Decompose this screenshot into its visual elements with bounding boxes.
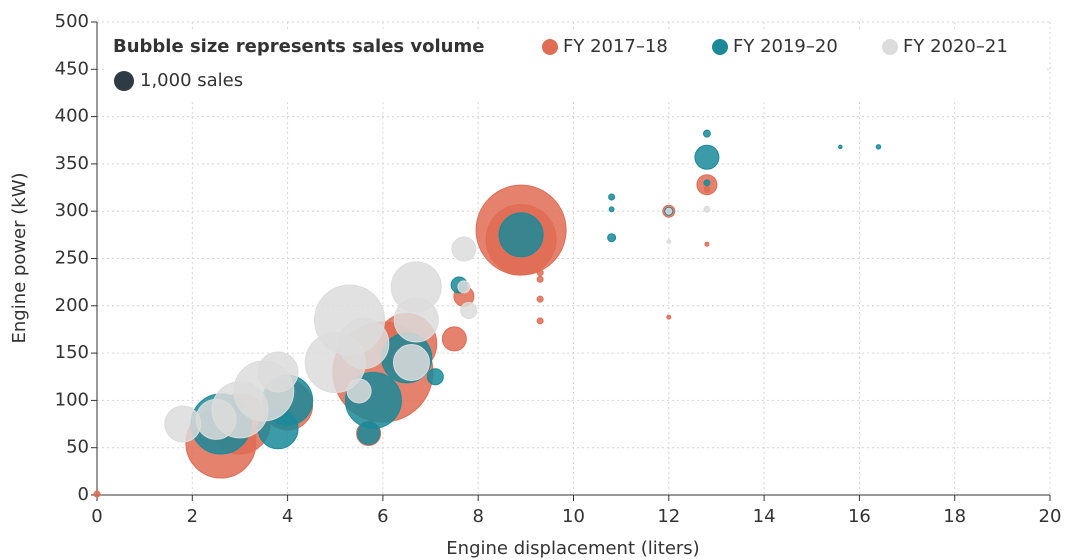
bubble <box>392 344 430 382</box>
y-tick-label: 450 <box>55 58 89 79</box>
legend-swatch <box>542 39 558 55</box>
bubble <box>608 193 616 201</box>
bubble <box>441 326 467 352</box>
bubble <box>346 378 372 404</box>
legend-label: FY 2017–18 <box>563 36 668 57</box>
x-tick-label: 10 <box>562 506 585 527</box>
y-tick-label: 500 <box>55 11 89 32</box>
x-tick-label: 0 <box>91 506 102 527</box>
y-tick-label: 400 <box>55 106 89 127</box>
bubble <box>536 269 544 277</box>
x-tick-label: 8 <box>472 506 483 527</box>
legend-label: FY 2019–20 <box>733 36 838 57</box>
legend-title: Bubble size represents sales volume <box>113 36 484 57</box>
bubble <box>703 205 711 213</box>
x-tick-label: 14 <box>753 506 776 527</box>
size-legend-bubble <box>114 71 134 91</box>
y-tick-label: 0 <box>78 484 89 505</box>
y-tick-label: 300 <box>55 200 89 221</box>
bubble <box>357 422 381 446</box>
y-tick-label: 200 <box>55 295 89 316</box>
bubble <box>607 233 617 243</box>
x-tick-label: 6 <box>377 506 388 527</box>
x-axis-label: Engine displacement (liters) <box>446 538 699 559</box>
bubble <box>457 280 471 294</box>
bubble <box>838 144 843 150</box>
bubble <box>93 490 101 498</box>
bubble <box>426 368 444 386</box>
grid: 0 50 100 150 200 250 300 350 400 450 500 0 2 4 6 8 10 12 1… <box>55 11 1062 527</box>
bubble <box>498 212 544 258</box>
bubble <box>704 241 710 247</box>
x-tick-label: 18 <box>943 506 966 527</box>
bubble <box>536 295 544 303</box>
y-tick-label: 100 <box>55 389 89 410</box>
bubble <box>666 238 672 244</box>
bubble <box>460 302 478 320</box>
legend: Bubble size represents sales volume 1,00… <box>104 30 1044 100</box>
x-tick-label: 12 <box>657 506 680 527</box>
y-tick-label: 50 <box>66 437 89 458</box>
legend-swatch <box>882 39 898 55</box>
bubble <box>393 297 439 343</box>
bubble <box>694 144 720 170</box>
x-tick-label: 16 <box>848 506 871 527</box>
bubble <box>666 314 672 320</box>
y-tick-label: 250 <box>55 248 89 269</box>
bubble <box>703 179 711 187</box>
x-tick-label: 20 <box>1039 506 1062 527</box>
bubble <box>875 144 882 150</box>
bubbles <box>93 90 882 498</box>
bubble <box>702 129 711 138</box>
bubble <box>257 351 299 393</box>
bubble <box>536 317 544 325</box>
bubble <box>665 207 673 215</box>
bubble <box>608 206 615 213</box>
bubble <box>703 185 711 193</box>
bubble <box>338 318 390 370</box>
bubble <box>164 405 202 443</box>
x-tick-label: 2 <box>187 506 198 527</box>
y-tick-label: 350 <box>55 153 89 174</box>
bubble <box>536 275 544 283</box>
bubble <box>451 236 477 262</box>
x-tick-label: 4 <box>282 506 293 527</box>
y-axis-label: Engine power (kW) <box>9 172 30 343</box>
y-tick-label: 150 <box>55 342 89 363</box>
legend-label: FY 2020–21 <box>903 36 1008 57</box>
legend-swatch <box>712 39 728 55</box>
size-legend-label: 1,000 sales <box>140 70 243 91</box>
